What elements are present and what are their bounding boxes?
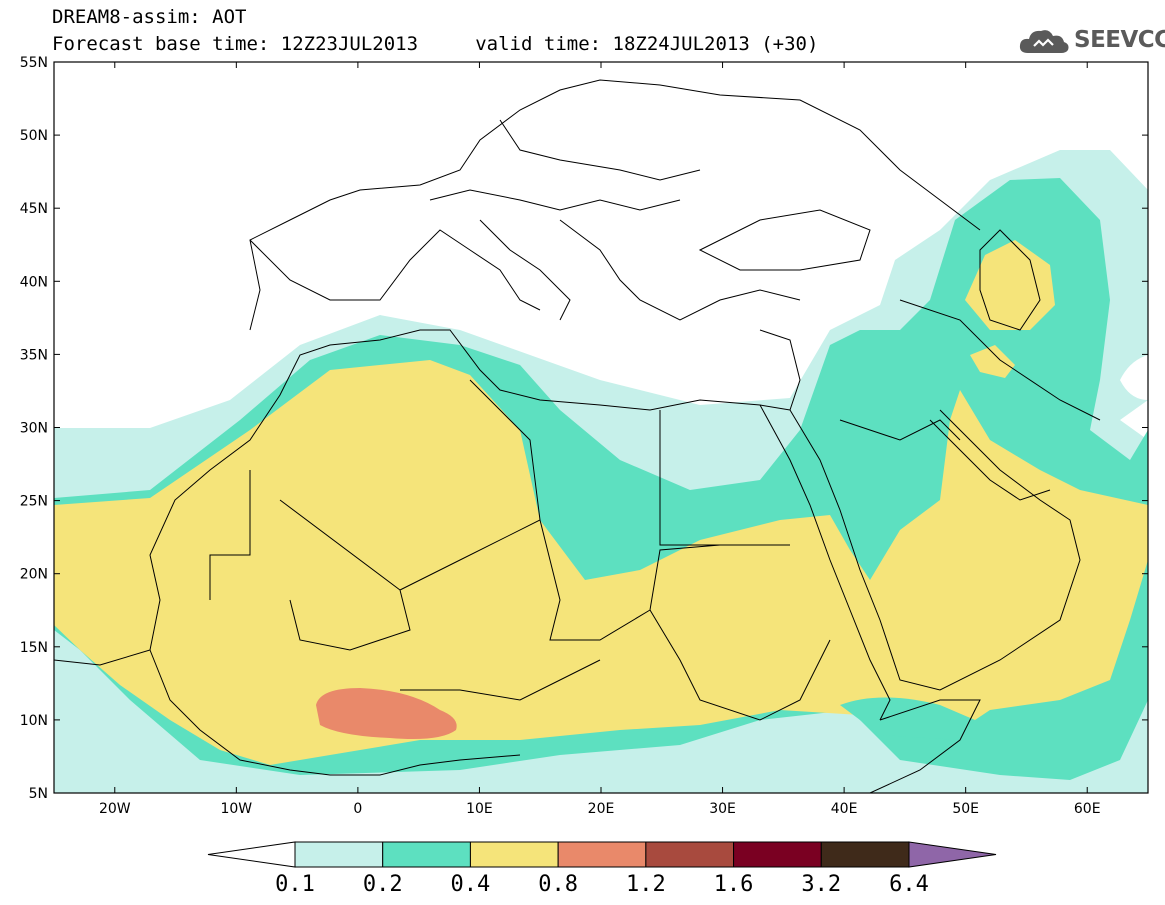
- red-sea-coast: [759, 404, 891, 721]
- black-sea-coast: [698, 209, 871, 271]
- colorbar-label: 0.1: [275, 872, 315, 897]
- colorbar-label: 1.2: [626, 872, 666, 897]
- lat-label: 30N: [20, 421, 48, 437]
- aot-band-0.2-arabia: [840, 697, 975, 740]
- colorbar-label: 0.8: [538, 872, 578, 897]
- lat-label: 45N: [20, 201, 48, 217]
- lat-label: 35N: [20, 347, 48, 363]
- lat-label: 15N: [20, 640, 48, 656]
- lat-label: 5N: [29, 786, 48, 802]
- colorbar-box: [820, 841, 910, 868]
- lon-label: 20W: [99, 801, 131, 817]
- lat-label: 55N: [20, 55, 48, 71]
- border-nigeria: [400, 659, 601, 701]
- colorbar-left-arrow: [207, 841, 296, 868]
- aot-field: [54, 150, 1148, 793]
- colorbar-box: [645, 841, 735, 868]
- guinea-coast: [149, 649, 521, 776]
- lat-label: 10N: [20, 713, 48, 729]
- border-niger-chad: [539, 519, 721, 641]
- forecast-time-line: Forecast base time: 12Z23JUL2013 valid t…: [52, 33, 819, 55]
- lon-label: 40E: [831, 801, 858, 817]
- persian-gulf-coast: [929, 419, 1051, 501]
- colorbar-box: [382, 841, 471, 868]
- lon-label: 10E: [466, 801, 493, 817]
- seevccc-logo: SEEVCCC: [1018, 24, 1165, 60]
- border-mali: [279, 499, 411, 651]
- longitude-axis: 20W 10W 0 10E 20E 30E 40E 50E 60E: [99, 62, 1101, 817]
- coastlines: [54, 79, 1101, 793]
- lon-label: 20E: [588, 801, 615, 817]
- italy-coast: [479, 219, 571, 321]
- levant-coast: [759, 329, 801, 411]
- colorbar-label: 6.4: [889, 872, 929, 897]
- colorbar-label: 0.4: [451, 872, 491, 897]
- colorbar-box: [294, 841, 384, 868]
- lat-label: 25N: [20, 494, 48, 510]
- lon-label: 60E: [1074, 801, 1101, 817]
- colorbar-label: 0.2: [363, 872, 403, 897]
- border-europe-1: [429, 189, 681, 211]
- border-sudan: [649, 609, 831, 721]
- aot-band-0.4-iran: [970, 345, 1015, 378]
- aot-band-0.8: [316, 688, 457, 739]
- logo-text: SEEVCCC: [1074, 27, 1165, 53]
- balkan-coast: [559, 219, 801, 321]
- colorbar-label: 1.6: [714, 872, 754, 897]
- colorbar-box: [557, 841, 647, 868]
- horn-coast: [869, 699, 981, 793]
- lat-label: 50N: [20, 128, 48, 144]
- colorbar-right-arrow: [908, 841, 997, 868]
- border-saudi: [839, 419, 961, 441]
- colorbar-label: 3.2: [801, 872, 841, 897]
- lon-label: 0: [353, 801, 362, 817]
- lon-label: 50E: [952, 801, 979, 817]
- colorbar-box: [733, 841, 822, 868]
- border-mauritania: [209, 470, 251, 600]
- border-libya-egypt: [659, 410, 790, 546]
- colorbar: 0.1 0.2 0.4 0.8 1.2 1.6 3.2 6.4: [207, 841, 997, 897]
- border-iran: [899, 299, 1101, 421]
- cloud-logo-icon: [1019, 30, 1069, 53]
- lat-label: 20N: [20, 567, 48, 583]
- aot-clear-area: [1120, 355, 1148, 400]
- aot-band-0.4: [54, 360, 1148, 765]
- aot-band-0.4-caspian: [965, 240, 1055, 330]
- lon-label: 30E: [709, 801, 736, 817]
- lat-label: 40N: [20, 274, 48, 290]
- latitude-axis: 55N 50N 45N 40N 35N 30N 25N 20N 15N 10N 5N: [20, 55, 1148, 802]
- colorbar-box: [469, 841, 559, 868]
- chart-title: DREAM8-assim: AOT: [52, 6, 247, 28]
- lon-label: 10W: [220, 801, 252, 817]
- caspian-coast: [979, 229, 1041, 331]
- iberia-coast: [249, 229, 541, 311]
- africa-coast: [54, 329, 791, 666]
- arabia-coast: [789, 409, 1081, 691]
- border-europe-2: [499, 119, 701, 181]
- europe-coast: [249, 79, 981, 331]
